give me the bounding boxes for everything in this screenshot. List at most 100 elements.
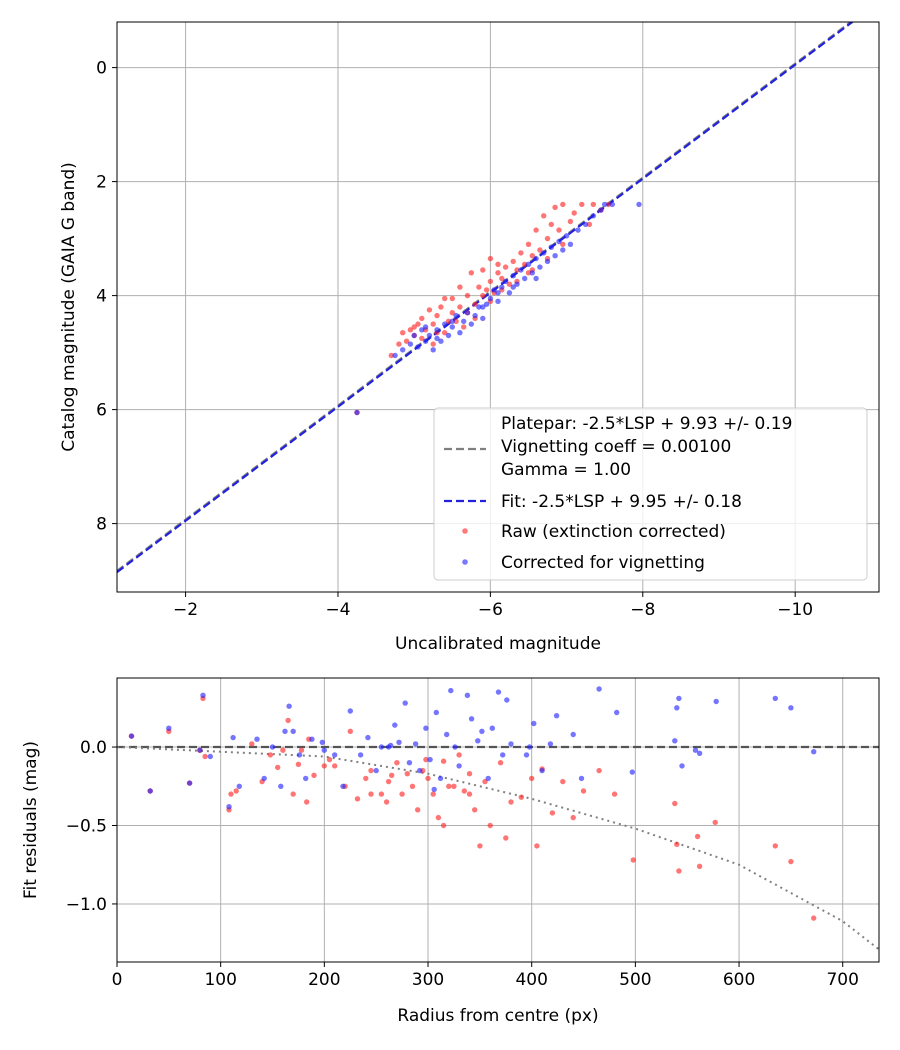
x-tick-label: −4 bbox=[325, 600, 350, 620]
corrected-point bbox=[556, 238, 562, 245]
corrected-point bbox=[504, 697, 510, 703]
line-vignetting-model bbox=[117, 746, 879, 951]
raw-point bbox=[579, 201, 585, 208]
corrected-point bbox=[128, 733, 135, 739]
corrected-point bbox=[788, 705, 794, 711]
corrected-point bbox=[332, 752, 338, 758]
corrected-point bbox=[286, 703, 292, 709]
corrected-point bbox=[575, 227, 581, 233]
legend-box bbox=[433, 407, 868, 581]
corrected-point bbox=[438, 338, 444, 344]
raw-point bbox=[354, 796, 361, 802]
raw-point bbox=[487, 278, 494, 285]
raw-point bbox=[674, 841, 680, 847]
corrected-point bbox=[598, 207, 604, 213]
raw-point bbox=[449, 310, 455, 316]
raw-point bbox=[415, 321, 421, 327]
top-y-ticks: 0 2 4 6 8 bbox=[96, 59, 117, 535]
corrected-point bbox=[407, 341, 414, 347]
raw-point bbox=[560, 241, 566, 247]
raw-point bbox=[449, 295, 455, 302]
corrected-point bbox=[354, 409, 360, 416]
corrected-point bbox=[434, 335, 440, 342]
corrected-point bbox=[456, 763, 462, 769]
raw-point bbox=[415, 807, 421, 813]
raw-point bbox=[419, 335, 425, 342]
corrected-point bbox=[548, 244, 554, 250]
raw-point bbox=[466, 791, 473, 797]
corrected-point bbox=[392, 722, 398, 728]
raw-point bbox=[525, 241, 532, 247]
y-tick-label: 0 bbox=[96, 59, 107, 79]
raw-point bbox=[430, 791, 436, 797]
corrected-point bbox=[491, 287, 497, 293]
raw-point bbox=[788, 858, 794, 865]
raw-point bbox=[446, 783, 452, 789]
corrected-point bbox=[506, 290, 513, 296]
raw-point bbox=[445, 318, 452, 324]
corrected-point bbox=[539, 767, 545, 774]
raw-point bbox=[529, 253, 535, 259]
corrected-point bbox=[445, 332, 452, 339]
legend-fit-label: Fit: -2.5*LSP + 9.95 +/- 0.18 bbox=[501, 492, 742, 512]
legend: Platepar: -2.5*LSP + 9.93 +/- 0.19 Vigne… bbox=[433, 407, 868, 581]
corrected-point bbox=[468, 321, 474, 327]
raw-point bbox=[580, 788, 587, 794]
top-fit-lines bbox=[117, 22, 855, 573]
raw-point bbox=[368, 767, 374, 774]
x-tick-label: −6 bbox=[478, 600, 503, 620]
legend-platepar-label: Platepar: -2.5*LSP + 9.93 +/- 0.19 bbox=[501, 414, 792, 434]
top-y-axis-label: Catalog magnitude (GAIA G band) bbox=[59, 162, 79, 452]
corrected-point bbox=[495, 689, 502, 695]
corrected-point bbox=[510, 284, 516, 290]
raw-point bbox=[404, 771, 410, 777]
y-tick-label: 4 bbox=[96, 287, 107, 307]
corrected-point bbox=[449, 324, 455, 330]
corrected-point bbox=[696, 750, 703, 756]
raw-point bbox=[295, 761, 302, 767]
corrected-point bbox=[448, 687, 454, 694]
raw-point bbox=[461, 788, 467, 794]
top-plot-frame bbox=[116, 21, 880, 593]
raw-point bbox=[694, 833, 701, 840]
corrected-point bbox=[529, 270, 535, 276]
raw-point bbox=[560, 778, 566, 785]
raw-point bbox=[457, 284, 463, 290]
top-x-ticks: −2 −4 −6 −8 −10 bbox=[173, 592, 813, 620]
raw-point bbox=[396, 341, 402, 347]
bottom-y-ticks: 0.0 −0.5 −1.0 bbox=[66, 738, 117, 915]
corrected-point bbox=[514, 281, 520, 287]
corrected-point bbox=[200, 692, 206, 698]
corrected-point bbox=[468, 716, 475, 722]
raw-point bbox=[400, 330, 406, 336]
raw-point bbox=[549, 810, 556, 816]
corrected-point bbox=[475, 738, 481, 744]
corrected-point bbox=[713, 698, 719, 705]
corrected-point bbox=[406, 760, 413, 766]
raw-point bbox=[233, 788, 239, 794]
raw-point bbox=[451, 783, 457, 789]
corrected-point bbox=[430, 347, 436, 353]
corrected-point bbox=[457, 330, 463, 336]
corrected-point bbox=[423, 725, 429, 731]
corrected-point bbox=[402, 700, 408, 706]
corrected-point bbox=[596, 686, 602, 692]
raw-point bbox=[510, 258, 516, 265]
raw-point bbox=[630, 857, 636, 863]
corrected-point bbox=[485, 775, 491, 782]
x-tick-label: −2 bbox=[173, 600, 198, 620]
corrected-point bbox=[357, 752, 364, 758]
raw-point bbox=[409, 783, 416, 789]
top-data-points bbox=[354, 201, 642, 416]
corrected-point bbox=[415, 344, 421, 350]
corrected-point bbox=[531, 720, 537, 727]
raw-point bbox=[541, 213, 547, 219]
corrected-point bbox=[480, 304, 486, 310]
corrected-point bbox=[396, 739, 402, 745]
x-tick-label: −8 bbox=[630, 600, 655, 620]
legend-raw-label: Raw (extinction corrected) bbox=[501, 522, 726, 542]
raw-point bbox=[298, 747, 305, 753]
corrected-point bbox=[269, 744, 276, 750]
raw-point bbox=[442, 295, 448, 302]
corrected-point bbox=[495, 298, 501, 304]
